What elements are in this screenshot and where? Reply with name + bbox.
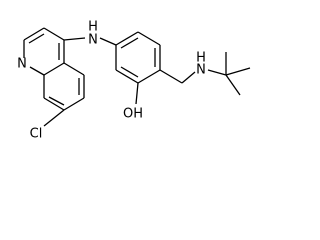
bond (115, 69, 139, 84)
atom-label: OH (123, 107, 143, 122)
bond (63, 62, 85, 76)
bond (137, 69, 161, 84)
atom-label: N (17, 57, 27, 72)
bonds (23, 27, 251, 127)
bond-inner (48, 96, 65, 106)
molecule-diagram: N H N Cl OH H N (17, 20, 251, 142)
bond-inner (120, 66, 139, 78)
atom-label: N (88, 33, 98, 48)
bond (63, 97, 85, 111)
bond (23, 27, 45, 41)
atom-label: Cl (30, 127, 43, 142)
bond (159, 69, 183, 84)
bond (43, 27, 65, 41)
bond (43, 62, 65, 76)
bond (207, 69, 227, 76)
bond (43, 97, 65, 111)
atom-label: H (196, 51, 206, 66)
page: N H N Cl OH H N (() => { const data = JS… (17, 19, 251, 142)
bond (63, 37, 86, 41)
bond (225, 67, 251, 76)
atom-labels: N H N Cl OH H N (17, 20, 206, 142)
atom-label: H (88, 20, 98, 35)
bond (43, 109, 65, 127)
bond (225, 74, 241, 96)
bond (29, 66, 45, 76)
bond (135, 82, 139, 105)
bond (115, 31, 139, 46)
bond (181, 71, 196, 84)
bond (99, 37, 117, 46)
bond (137, 31, 161, 46)
bond-inner (28, 33, 45, 44)
atom-label: N (196, 63, 206, 78)
bond-inner (120, 37, 139, 49)
